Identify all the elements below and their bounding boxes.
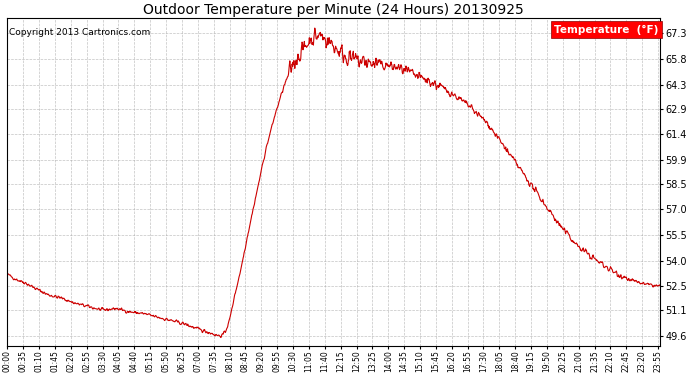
Text: Temperature  (°F): Temperature (°F) (554, 24, 659, 34)
Title: Outdoor Temperature per Minute (24 Hours) 20130925: Outdoor Temperature per Minute (24 Hours… (144, 3, 524, 17)
Text: Copyright 2013 Cartronics.com: Copyright 2013 Cartronics.com (8, 28, 150, 37)
